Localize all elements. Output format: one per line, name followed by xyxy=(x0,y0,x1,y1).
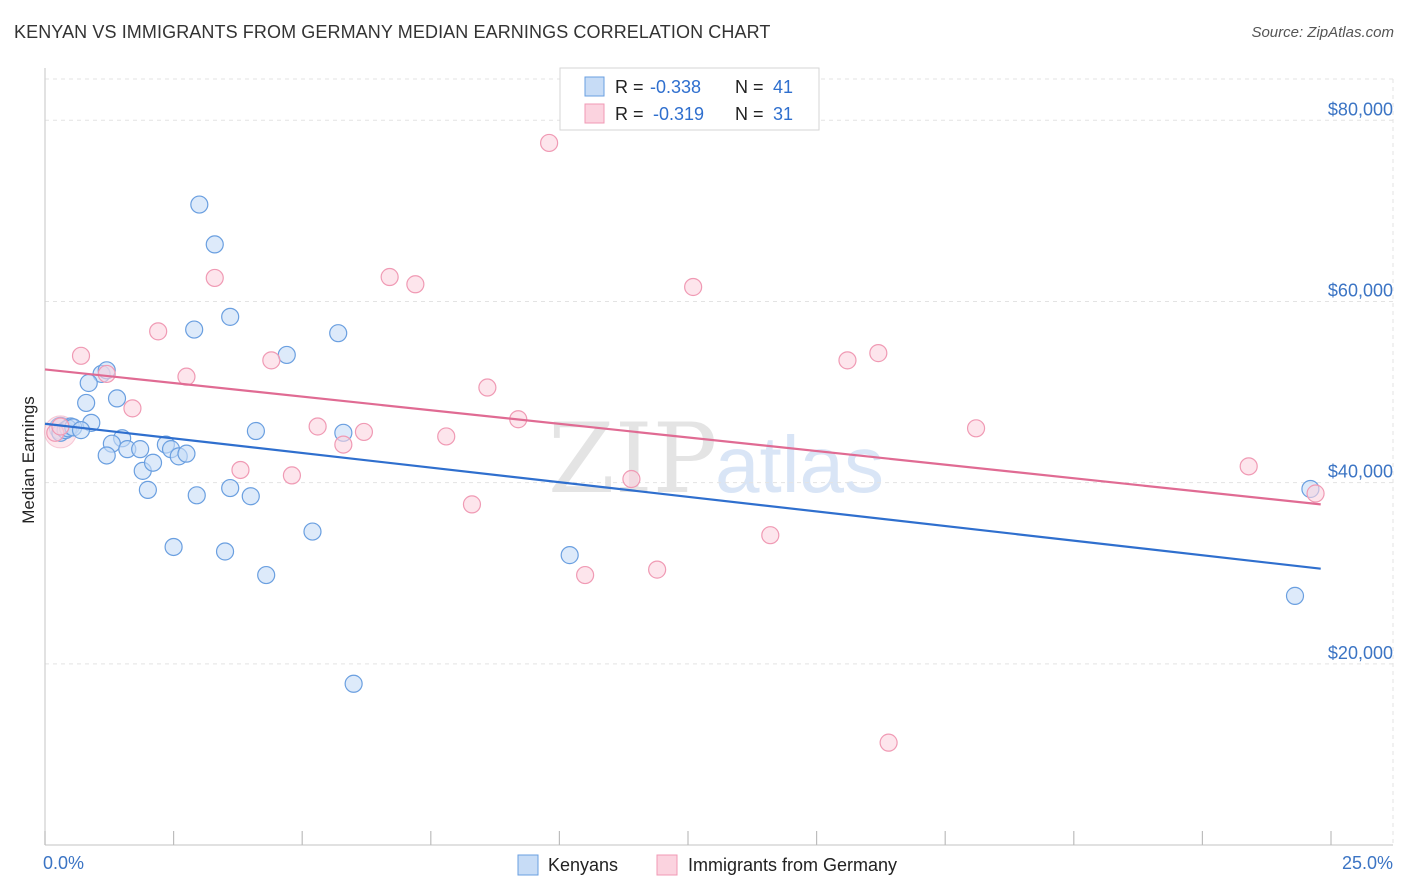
stats-r-value-germany: -0.319 xyxy=(653,104,704,124)
point-germany xyxy=(879,733,898,752)
point-germany xyxy=(123,399,142,418)
point-kenyans xyxy=(187,486,206,505)
point-germany xyxy=(1306,484,1325,503)
point-kenyans xyxy=(205,235,224,254)
point-kenyans xyxy=(1285,586,1305,605)
point-germany xyxy=(966,419,986,438)
series-legend: Kenyans Immigrants from Germany xyxy=(517,854,897,876)
point-kenyans xyxy=(79,373,98,393)
x-tick-label: 25.0% xyxy=(1342,853,1393,873)
y-tick-label: $20,000 xyxy=(1328,643,1393,663)
point-kenyans xyxy=(71,421,91,440)
axes xyxy=(44,68,1393,846)
chart-title: KENYAN VS IMMIGRANTS FROM GERMANY MEDIAN… xyxy=(14,22,771,42)
point-kenyans xyxy=(107,389,127,408)
x-tick-label: 0.0% xyxy=(43,853,84,873)
stats-swatch-germany xyxy=(584,103,605,124)
point-germany xyxy=(648,560,667,579)
point-kenyans xyxy=(246,421,266,441)
point-germany xyxy=(177,367,196,386)
point-kenyans xyxy=(344,674,363,693)
trend-lines xyxy=(44,368,1321,570)
point-germany xyxy=(684,277,703,297)
stats-r-label-kenyans: R = xyxy=(615,77,644,97)
point-germany xyxy=(308,417,327,436)
legend-label-kenyans: Kenyans xyxy=(548,855,618,875)
point-germany xyxy=(282,466,302,485)
stats-legend: R = -0.338 N = 41 R = -0.319 N = 31 xyxy=(559,67,820,131)
stats-r-label-germany: R = xyxy=(615,104,644,124)
y-tick-label: $60,000 xyxy=(1328,280,1393,300)
point-germany xyxy=(149,322,168,341)
point-kenyans xyxy=(164,537,183,557)
point-germany xyxy=(97,364,116,384)
y-tick-label: $40,000 xyxy=(1328,462,1393,482)
stats-n-value-kenyans: 41 xyxy=(773,77,793,97)
point-kenyans xyxy=(138,480,157,499)
point-kenyans xyxy=(215,542,235,561)
point-kenyans xyxy=(97,446,116,465)
point-kenyans xyxy=(143,453,163,472)
point-germany xyxy=(540,133,559,153)
source-label: Source: ZipAtlas.com xyxy=(1251,24,1394,41)
point-germany xyxy=(576,565,595,585)
stats-r-value-kenyans: -0.338 xyxy=(650,77,701,97)
y-axis-label: Median Earnings xyxy=(19,396,38,524)
point-germany xyxy=(262,351,281,370)
watermark: ZIP atlas xyxy=(548,403,884,515)
stats-n-value-germany: 31 xyxy=(773,104,793,124)
point-germany xyxy=(838,351,857,370)
point-kenyans xyxy=(560,546,579,565)
point-germany xyxy=(622,469,641,489)
stats-n-label-kenyans: N = xyxy=(735,77,764,97)
point-kenyans xyxy=(241,487,260,506)
legend-swatch-kenyans xyxy=(517,854,539,876)
point-germany xyxy=(869,344,888,363)
point-germany xyxy=(354,422,374,442)
point-kenyans xyxy=(221,307,240,326)
point-kenyans xyxy=(277,345,296,365)
watermark-atlas: atlas xyxy=(715,420,884,509)
stats-n-label-germany: N = xyxy=(735,104,764,124)
stats-swatch-kenyans xyxy=(584,76,605,97)
point-germany xyxy=(478,378,497,397)
trend-line-germany xyxy=(44,368,1321,506)
legend-label-germany: Immigrants from Germany xyxy=(688,855,897,875)
point-kenyans xyxy=(177,444,196,463)
point-germany xyxy=(462,495,482,514)
point-germany xyxy=(1239,457,1258,476)
point-kenyans xyxy=(131,440,150,459)
point-kenyans xyxy=(329,324,348,343)
point-kenyans xyxy=(257,565,276,585)
point-germany xyxy=(231,460,250,480)
point-kenyans xyxy=(303,522,322,541)
y-tick-label: $80,000 xyxy=(1328,99,1393,119)
point-germany xyxy=(205,268,224,288)
point-germany xyxy=(334,435,353,454)
trend-line-kenyans xyxy=(44,422,1321,570)
data-points xyxy=(43,133,1325,752)
point-kenyans xyxy=(190,195,209,214)
point-kenyans xyxy=(77,393,96,413)
legend-swatch-germany xyxy=(656,854,678,876)
point-germany xyxy=(380,267,399,287)
point-germany xyxy=(71,346,91,365)
point-germany xyxy=(437,427,456,446)
point-germany xyxy=(761,526,780,545)
point-germany xyxy=(406,275,425,294)
tick-labels: $20,000 $40,000 $60,000 $80,000 0.0% 25.0% xyxy=(43,99,1393,873)
point-kenyans xyxy=(185,320,204,339)
point-kenyans xyxy=(221,478,240,498)
